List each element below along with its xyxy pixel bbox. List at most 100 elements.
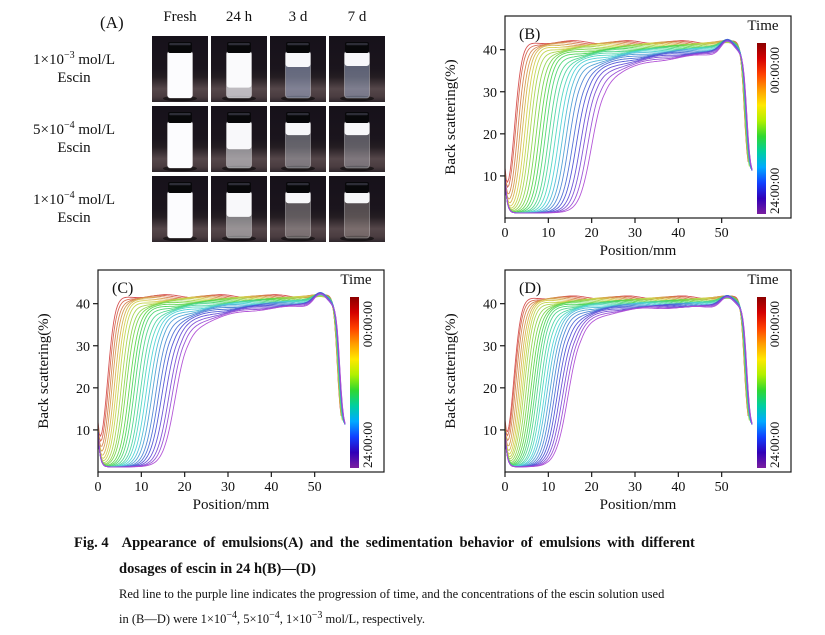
y-tick-label: 20 — [76, 382, 90, 397]
vial-shadow — [281, 235, 315, 242]
vial-cream-layer — [226, 121, 252, 150]
vial-cap-highlight — [169, 183, 191, 186]
vial-illustration — [163, 182, 197, 242]
vial-illustration — [222, 42, 256, 102]
vial-cap-highlight — [169, 43, 191, 46]
caption-note-line2: in (B—D) were 1×10−4, 5×10−4, 1×10−3 mol… — [119, 607, 789, 632]
vial-cap-highlight — [228, 113, 250, 116]
vial-shadow — [340, 95, 374, 102]
y-tick-label: 10 — [483, 170, 497, 185]
x-tick-label: 30 — [221, 480, 235, 495]
vial-photo-r3c3 — [270, 176, 326, 242]
vial-shadow — [340, 165, 374, 172]
time-curve-4 — [97, 294, 342, 452]
vial-shadow — [340, 235, 374, 242]
time-curve-23 — [504, 296, 753, 468]
x-tick-label: 20 — [178, 480, 192, 495]
plot-frame — [504, 15, 792, 219]
x-tick-label: 50 — [715, 480, 729, 495]
vial-cap-highlight — [228, 43, 250, 46]
text-run: , 5×10 — [237, 612, 270, 626]
time-curve-1 — [504, 295, 749, 433]
x-axis-title: Position/mm — [193, 497, 270, 512]
vial-cream-layer — [167, 191, 193, 238]
concentration-label: 1×10−3 mol/L — [32, 50, 116, 69]
text-run: mol/L, respectively. — [322, 612, 426, 626]
panel-letter: (B) — [519, 26, 540, 43]
vial-photo-r2c2 — [211, 106, 267, 172]
colorbar-labels: Time 00:00:00 24:00:00 — [747, 18, 782, 214]
row-label-2: 5×10−4 mol/L Escin — [0, 106, 148, 172]
axes: 0 10 20 30 40 50 10 20 30 40 Position/mm Back scatt… — [36, 298, 322, 513]
time-curve-14 — [97, 293, 345, 467]
vial-cream-layer — [285, 191, 311, 204]
vial-cream-layer — [285, 121, 311, 136]
caption-title-line1: Fig. 4 Appearance of emulsions(A) and the… — [74, 530, 789, 556]
figure-number: Fig. 4 — [74, 535, 109, 551]
x-axis-title: Position/mm — [600, 497, 677, 512]
vial-cap-highlight — [287, 183, 309, 186]
x-tick-label: 20 — [585, 226, 599, 241]
y-tick-label: 40 — [483, 298, 497, 313]
x-tick-label: 30 — [628, 480, 642, 495]
vial-photo-r2c1 — [152, 106, 208, 172]
colorbar-bottom-label: 24:00:00 — [767, 422, 782, 468]
caption-title-line2: dosages of escin in 24 h(B)—(D) — [119, 561, 316, 577]
time-colorbar — [757, 43, 766, 214]
plot-panel-b: 0 10 20 30 40 50 10 20 30 40 Position/mm Back scatt… — [425, 0, 825, 259]
time-curve-21 — [504, 38, 753, 214]
panel-letter: (C) — [112, 280, 133, 297]
y-tick-label: 40 — [483, 44, 497, 59]
vial-photo-r3c1 — [152, 176, 208, 242]
vial-cream-layer — [226, 51, 252, 88]
time-curve-19 — [504, 295, 752, 467]
y-axis-title: Back scattering(%) — [443, 59, 459, 174]
x-tick-label: 40 — [671, 226, 685, 241]
vial-illustration — [281, 42, 315, 102]
vial-illustration — [163, 42, 197, 102]
vial-cream-layer — [167, 51, 193, 98]
x-tick-label: 50 — [308, 480, 322, 495]
vial-cap-highlight — [287, 43, 309, 46]
vial-cream-layer — [285, 51, 311, 67]
column-header-24-h: 24 h — [225, 9, 253, 25]
x-tick-label: 0 — [502, 226, 509, 241]
plot-frame — [504, 269, 792, 473]
column-header-7-d: 7 d — [347, 9, 367, 25]
panel-a-photo-grid — [152, 36, 385, 242]
y-tick-label: 30 — [76, 340, 90, 355]
superscript: −4 — [269, 609, 280, 621]
panel-a-letter: (A) — [100, 13, 124, 32]
panel-letter: (D) — [519, 280, 541, 297]
time-curves — [504, 38, 753, 214]
x-tick-label: 10 — [541, 480, 555, 495]
time-curve-13 — [97, 293, 343, 467]
vial-cream-layer — [344, 51, 370, 67]
x-tick-label: 40 — [671, 480, 685, 495]
time-curve-14 — [504, 40, 752, 214]
time-curve-15 — [504, 40, 752, 214]
vial-photo-r2c4 — [329, 106, 385, 172]
colorbar-title: Time — [747, 272, 778, 288]
panel-a-column-headers: Fresh 24 h 3 d 7 d — [152, 9, 385, 26]
time-curves — [97, 292, 346, 468]
vial-cap-highlight — [228, 183, 250, 186]
colorbar-title: Time — [747, 18, 778, 34]
row-label-3: 1×10−4 mol/L Escin — [0, 176, 148, 242]
y-tick-label: 30 — [483, 340, 497, 355]
column-header-3-d: 3 d — [288, 9, 308, 25]
colorbar-title: Time — [340, 272, 371, 288]
y-tick-label: 10 — [76, 424, 90, 439]
time-colorbar — [757, 297, 766, 468]
colorbar-bottom-label: 24:00:00 — [360, 422, 375, 468]
time-colorbar — [350, 297, 359, 468]
vial-photo-r1c1 — [152, 36, 208, 102]
time-curve-17 — [504, 40, 752, 214]
vial-illustration — [281, 182, 315, 242]
vial-cap-highlight — [346, 113, 368, 116]
vial-cream-layer — [167, 121, 193, 168]
time-curve-22 — [504, 295, 753, 468]
y-tick-label: 30 — [483, 86, 497, 101]
vial-photo-r3c2 — [211, 176, 267, 242]
x-tick-label: 50 — [715, 226, 729, 241]
